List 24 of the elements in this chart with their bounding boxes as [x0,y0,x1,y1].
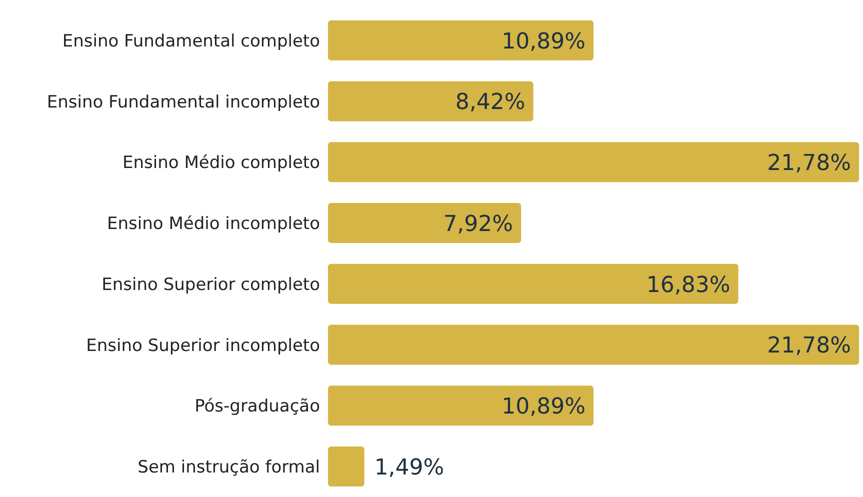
y-tick-label: Ensino Médio completo [122,153,320,174]
y-tick-label: Pós-graduação [194,396,320,417]
data-label: 7,92% [443,212,514,237]
bar [328,20,594,60]
y-tick-label: Ensino Fundamental completo [62,31,320,52]
data-label: 16,83% [646,272,730,298]
data-label: 1,49% [374,455,444,480]
y-tick-label: Ensino Superior completo [102,274,320,295]
data-label: 21,78% [767,151,851,176]
y-tick-label: Ensino Superior incompleto [86,336,320,356]
bar [328,446,364,486]
data-label: 8,42% [455,90,526,116]
bar [328,202,522,243]
bar [328,142,859,182]
bar [328,81,534,122]
data-label: 10,89% [502,29,586,54]
data-label: 10,89% [502,394,586,420]
y-tick-label: Ensino Fundamental incompleto [46,92,320,112]
y-tick-label: Sem instrução formal [138,458,320,478]
bar [328,324,859,365]
data-label: 21,78% [767,334,851,359]
bar [328,386,594,426]
y-tick-label: Ensino Médio incompleto [107,214,320,234]
bar [328,264,738,304]
